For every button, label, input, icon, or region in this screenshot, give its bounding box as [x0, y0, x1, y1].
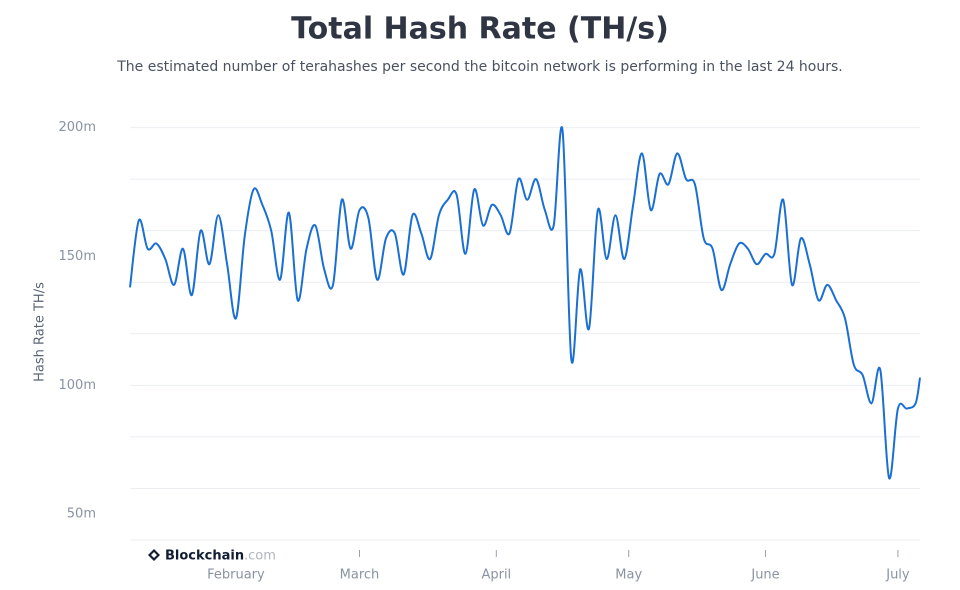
logo-suffix: .com: [244, 549, 276, 564]
logo-brand: Blockchain: [165, 549, 244, 564]
x-tick-label: May: [615, 568, 642, 583]
x-tick-label: July: [885, 568, 910, 583]
chart-title: Total Hash Rate (TH/s): [291, 12, 669, 47]
y-tick-label: 150m: [59, 249, 96, 264]
x-tick-label: June: [750, 568, 779, 583]
x-tick-label: March: [340, 568, 380, 583]
y-axis-title: Hash Rate TH/s: [33, 282, 48, 382]
logo-icon: [148, 549, 160, 561]
y-tick-label: 200m: [59, 120, 96, 135]
y-tick-label: 50m: [67, 507, 96, 522]
chart-subtitle: The estimated number of terahashes per s…: [116, 59, 842, 75]
y-tick-label: 100m: [59, 378, 96, 393]
x-tick-label: April: [481, 568, 511, 583]
x-tick-label: February: [207, 568, 265, 583]
data-line: [129, 126, 921, 480]
